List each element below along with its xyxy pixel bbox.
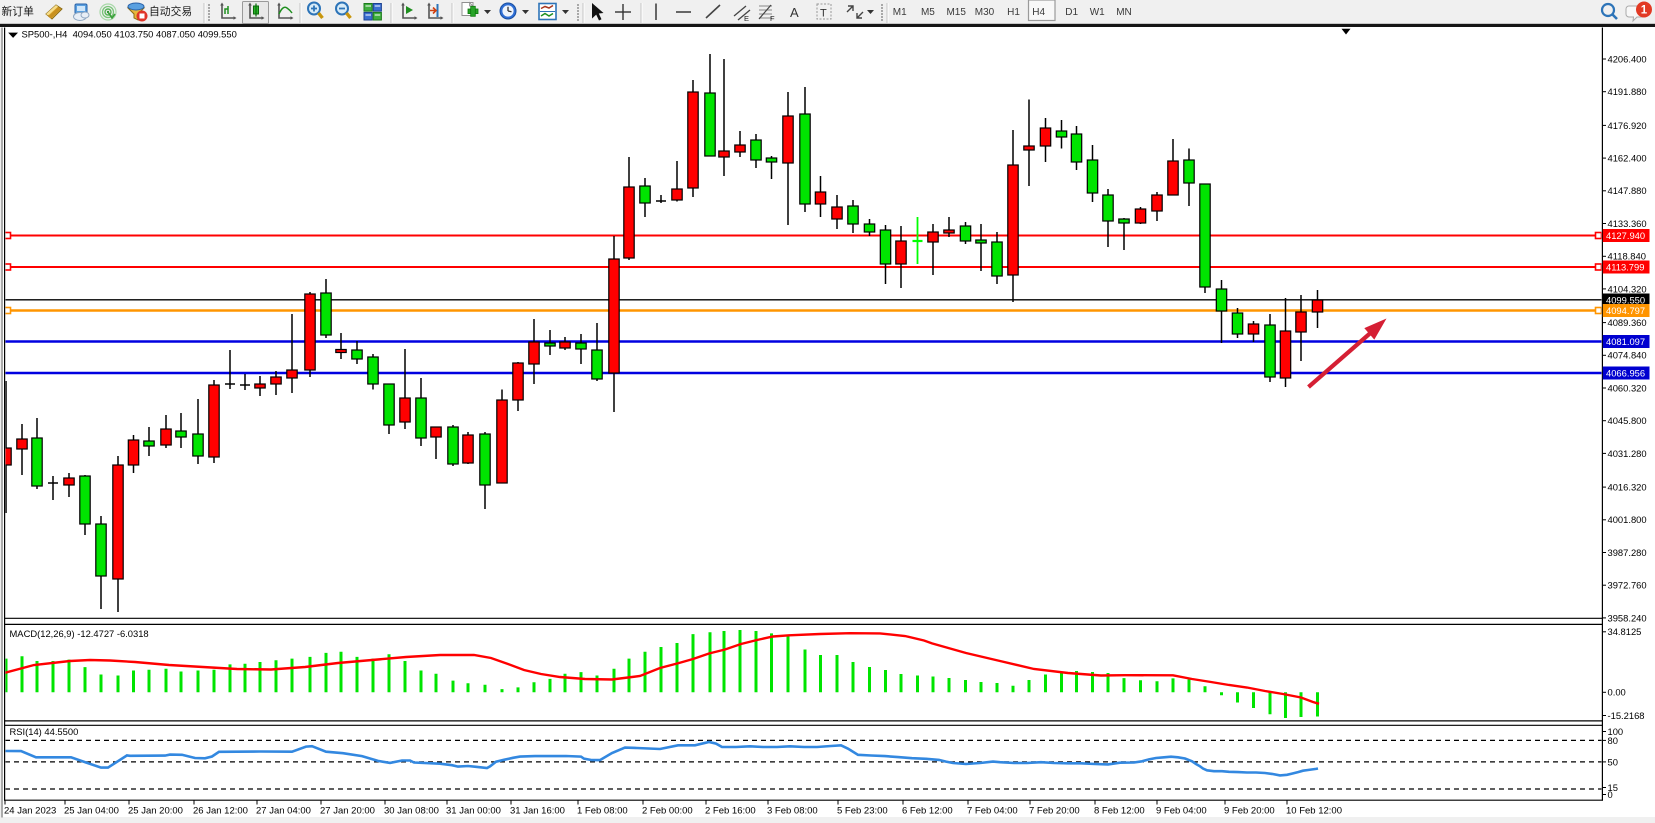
svg-text:4016.320: 4016.320 — [1608, 482, 1647, 493]
svg-text:4133.360: 4133.360 — [1608, 218, 1647, 229]
svg-text:3 Feb 08:00: 3 Feb 08:00 — [767, 806, 818, 817]
svg-text:15: 15 — [1608, 782, 1618, 793]
svg-text:MACD(12,26,9) -12.4727 -6.0318: MACD(12,26,9) -12.4727 -6.0318 — [10, 628, 149, 639]
svg-text:25 Jan 04:00: 25 Jan 04:00 — [64, 806, 119, 817]
svg-text:9 Feb 04:00: 9 Feb 04:00 — [1156, 806, 1207, 817]
svg-text:7 Feb 20:00: 7 Feb 20:00 — [1029, 806, 1080, 817]
svg-text:3972.760: 3972.760 — [1608, 580, 1647, 591]
svg-text:30 Jan 08:00: 30 Jan 08:00 — [384, 806, 439, 817]
svg-text:H1: H1 — [1007, 7, 1020, 18]
svg-text:新订单: 新订单 — [2, 4, 35, 18]
svg-text:100: 100 — [1608, 726, 1624, 737]
svg-text:7 Feb 04:00: 7 Feb 04:00 — [967, 806, 1018, 817]
svg-text:50: 50 — [1608, 756, 1618, 767]
svg-text:MN: MN — [1116, 7, 1132, 18]
svg-text:4162.400: 4162.400 — [1608, 153, 1647, 164]
svg-text:4176.920: 4176.920 — [1608, 120, 1647, 131]
svg-text:5 Feb 23:00: 5 Feb 23:00 — [837, 806, 888, 817]
svg-text:31 Jan 00:00: 31 Jan 00:00 — [446, 806, 501, 817]
svg-text:27 Jan 04:00: 27 Jan 04:00 — [256, 806, 311, 817]
svg-text:8 Feb 12:00: 8 Feb 12:00 — [1094, 806, 1145, 817]
svg-text:4104.320: 4104.320 — [1608, 283, 1647, 294]
svg-text:自动交易: 自动交易 — [149, 4, 192, 18]
svg-text:4191.880: 4191.880 — [1608, 86, 1647, 97]
svg-text:31 Jan 16:00: 31 Jan 16:00 — [510, 806, 565, 817]
svg-text:M1: M1 — [893, 7, 907, 18]
svg-text:6 Feb 12:00: 6 Feb 12:00 — [902, 806, 953, 817]
svg-text:M30: M30 — [975, 7, 995, 18]
svg-text:2 Feb 00:00: 2 Feb 00:00 — [642, 806, 693, 817]
svg-text:4089.360: 4089.360 — [1608, 317, 1647, 328]
svg-text:10 Feb 12:00: 10 Feb 12:00 — [1286, 806, 1342, 817]
svg-text:24 Jan 2023: 24 Jan 2023 — [4, 806, 56, 817]
svg-text:4147.880: 4147.880 — [1608, 185, 1647, 196]
svg-text:4206.400: 4206.400 — [1608, 53, 1647, 64]
svg-text:4060.320: 4060.320 — [1608, 382, 1647, 393]
svg-text:9 Feb 20:00: 9 Feb 20:00 — [1224, 806, 1275, 817]
svg-text:M5: M5 — [921, 7, 935, 18]
svg-text:3958.240: 3958.240 — [1608, 612, 1647, 623]
svg-text:4081.097: 4081.097 — [1606, 336, 1645, 347]
svg-text:4118.840: 4118.840 — [1608, 251, 1646, 262]
svg-text:W1: W1 — [1090, 7, 1105, 18]
svg-text:27 Jan 20:00: 27 Jan 20:00 — [320, 806, 375, 817]
svg-text:4074.840: 4074.840 — [1608, 350, 1647, 361]
svg-text:4127.940: 4127.940 — [1606, 230, 1645, 241]
svg-text:RSI(14) 44.5500: RSI(14) 44.5500 — [10, 726, 79, 737]
svg-text:M15: M15 — [946, 7, 966, 18]
svg-text:26 Jan 12:00: 26 Jan 12:00 — [193, 806, 248, 817]
svg-text:4066.956: 4066.956 — [1606, 368, 1645, 379]
svg-text:34.8125: 34.8125 — [1608, 626, 1642, 637]
svg-text:SP500-,H4 4094.050 4103.750 4: SP500-,H4 4094.050 4103.750 4087.050 409… — [22, 29, 237, 40]
svg-text:0.00: 0.00 — [1608, 687, 1626, 698]
svg-text:4045.800: 4045.800 — [1608, 415, 1647, 426]
svg-text:4031.280: 4031.280 — [1608, 448, 1647, 459]
svg-text:F: F — [770, 14, 775, 23]
svg-text:D1: D1 — [1065, 7, 1078, 18]
svg-text:2 Feb 16:00: 2 Feb 16:00 — [705, 806, 756, 817]
svg-text:25 Jan 20:00: 25 Jan 20:00 — [128, 806, 183, 817]
svg-text:A: A — [790, 5, 799, 20]
svg-text:H4: H4 — [1032, 7, 1045, 18]
svg-text:1 Feb 08:00: 1 Feb 08:00 — [577, 806, 628, 817]
svg-text:3987.280: 3987.280 — [1608, 547, 1647, 558]
svg-text:4094.797: 4094.797 — [1606, 305, 1645, 316]
svg-text:80: 80 — [1608, 735, 1618, 746]
svg-text:-15.2168: -15.2168 — [1608, 710, 1645, 721]
svg-text:T: T — [820, 8, 827, 20]
svg-text:4113.799: 4113.799 — [1606, 262, 1644, 273]
svg-text:4001.800: 4001.800 — [1608, 514, 1647, 525]
svg-text:4099.550: 4099.550 — [1606, 295, 1645, 306]
svg-text:0: 0 — [1608, 789, 1613, 800]
svg-text:E: E — [744, 14, 749, 23]
svg-text:1: 1 — [1641, 5, 1648, 17]
